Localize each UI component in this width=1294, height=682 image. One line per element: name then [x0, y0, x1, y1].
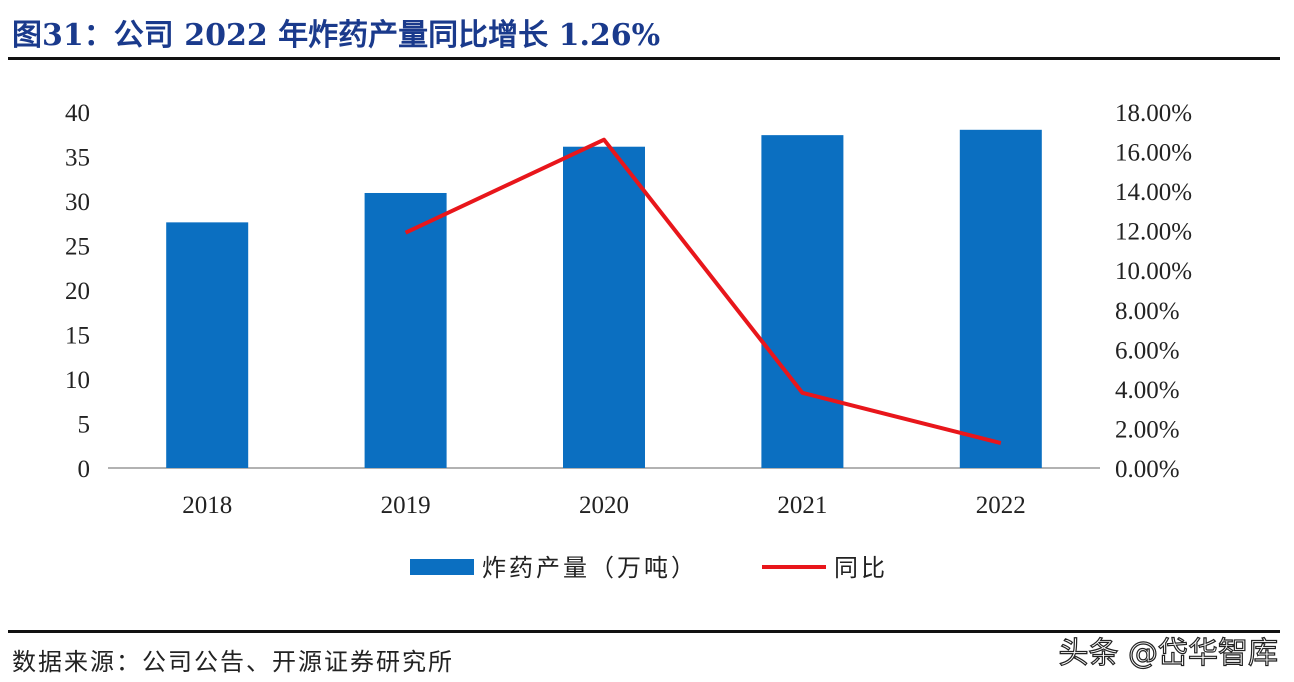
right-tick-label: 12.00%	[1115, 219, 1192, 246]
watermark: 头条 @岱华智库	[1058, 635, 1279, 671]
bar-2018	[166, 222, 249, 468]
source-note: 数据来源：公司公告、开源证券研究所	[12, 648, 454, 676]
legend-bar-label: 炸药产量（万吨）	[482, 554, 698, 582]
right-tick-label: 18.00%	[1115, 100, 1192, 127]
bar-2021	[761, 135, 844, 468]
left-tick-label: 10	[65, 367, 90, 394]
yoy-line	[404, 137, 1002, 446]
chart: 0 5 10 15 20 25 30 35 40 0.00% 2.00% 4.00% 6.00% 8.00…	[65, 100, 1192, 582]
right-tick-label: 4.00%	[1115, 377, 1180, 404]
bar-2022	[959, 129, 1042, 469]
left-tick-label: 5	[78, 412, 91, 439]
left-tick-label: 30	[65, 189, 90, 216]
title-divider	[8, 57, 1280, 60]
footer-divider	[8, 630, 1280, 633]
x-tick-label: 2021	[777, 492, 827, 519]
bar-2019	[364, 192, 447, 469]
right-tick-label: 2.00%	[1115, 416, 1180, 443]
left-tick-label: 40	[65, 100, 90, 127]
left-tick-label: 0	[78, 456, 91, 483]
x-tick-label: 2018	[182, 492, 232, 519]
right-tick-label: 6.00%	[1115, 337, 1180, 364]
left-tick-label: 35	[65, 145, 90, 172]
right-tick-label: 8.00%	[1115, 298, 1180, 325]
x-tick-label: 2022	[976, 492, 1026, 519]
figure-title: 图31：公司 2022 年炸药产量同比增长 1.26%	[12, 18, 661, 53]
bar-2020	[563, 146, 645, 468]
left-tick-label: 20	[65, 278, 90, 305]
left-tick-label: 25	[65, 234, 90, 261]
left-tick-label: 15	[65, 323, 90, 350]
legend-bar-swatch	[410, 559, 474, 575]
legend-line-label: 同比	[834, 554, 888, 582]
right-tick-label: 16.00%	[1115, 140, 1192, 167]
right-tick-label: 14.00%	[1115, 179, 1192, 206]
x-tick-label: 2020	[579, 492, 629, 519]
right-tick-label: 0.00%	[1115, 456, 1180, 483]
x-tick-label: 2019	[381, 492, 431, 519]
right-tick-label: 10.00%	[1115, 258, 1192, 285]
